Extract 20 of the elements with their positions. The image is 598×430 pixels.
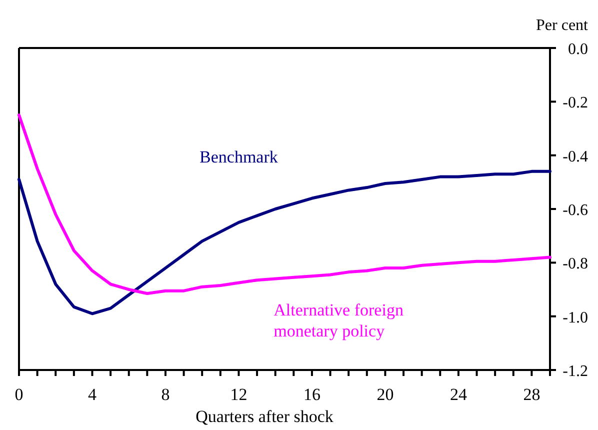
- line-series: [18, 114, 552, 296]
- y-axis-title: Per cent: [536, 17, 589, 34]
- y-tick-label: -0.6: [562, 202, 588, 219]
- x-axis-title: Quarters after shock: [196, 407, 334, 426]
- x-tick-label: 12: [230, 385, 248, 404]
- y-tick-label: -0.2: [562, 94, 588, 112]
- series-label: Alternative foreign monetary policy: [274, 300, 404, 340]
- y-tick-label: -0.8: [562, 256, 588, 273]
- x-tick-label: 0: [14, 385, 24, 404]
- x-tick-label: 28: [523, 385, 540, 404]
- y-tick-label: -1.2: [562, 363, 588, 380]
- x-tick-label: 4: [88, 385, 97, 404]
- text: Benchmark: [200, 147, 278, 166]
- y-tick-label: -0.4: [562, 148, 588, 166]
- x-tick-label: 20: [376, 385, 394, 404]
- y-tick-label: 0.0: [568, 41, 588, 58]
- x-tick-label: 16: [303, 385, 320, 404]
- y-tick-label: -1.0: [562, 309, 588, 326]
- x-tick-label: 24: [450, 385, 468, 404]
- x-tick-label: 8: [161, 385, 170, 404]
